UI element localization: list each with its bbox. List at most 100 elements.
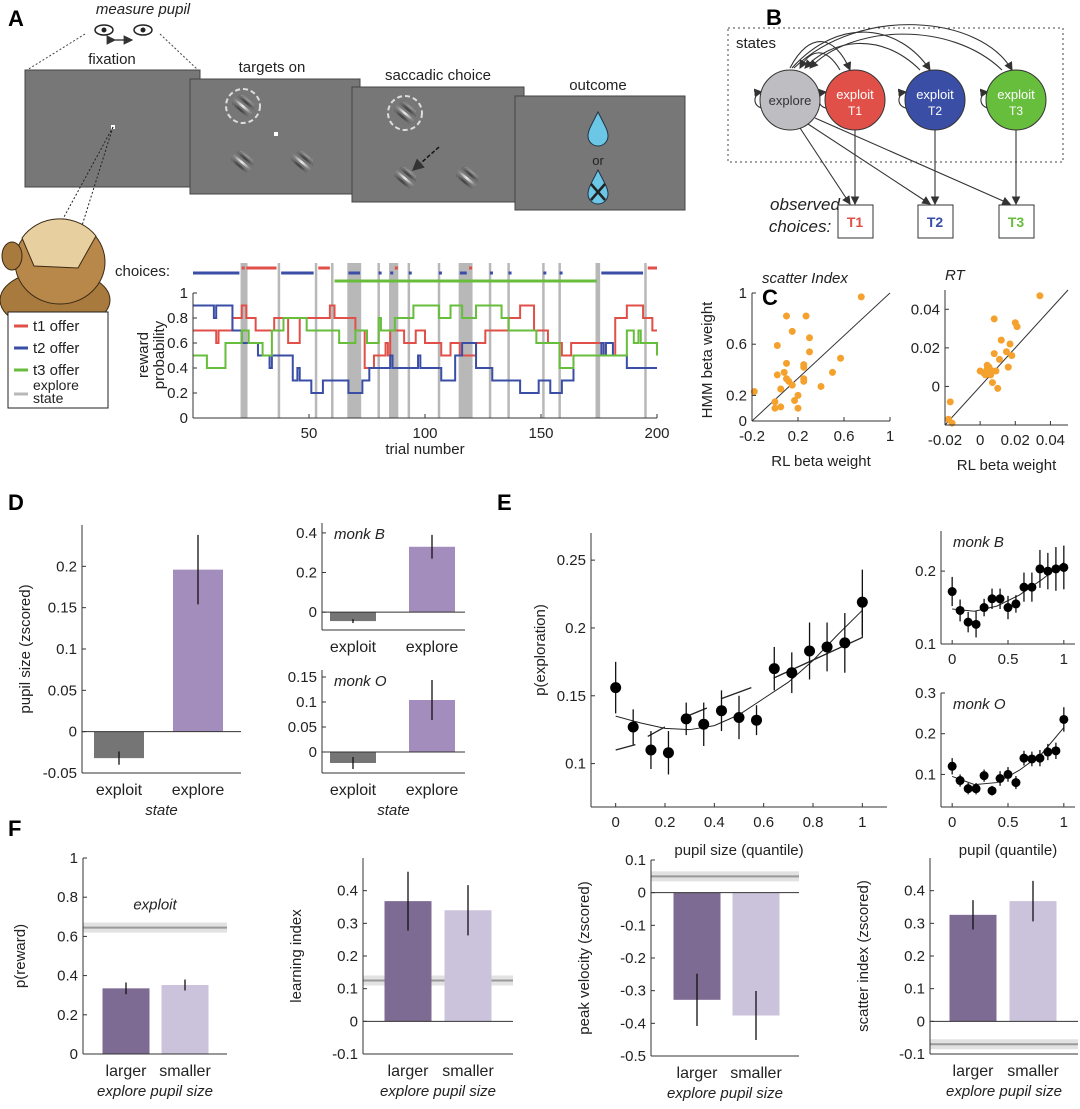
panel-label-d: D [8, 490, 24, 515]
category-label: explore [172, 782, 225, 799]
y-tick-label: 0 [309, 744, 317, 761]
bar-larger [949, 914, 997, 1022]
data-point [1059, 714, 1069, 724]
choice-mark-t2 [489, 271, 493, 275]
choices-label: choices: [769, 217, 832, 236]
explore-state-band [507, 263, 510, 418]
data-point [1051, 564, 1061, 574]
scatter-point [988, 379, 996, 387]
scatter-point [800, 375, 808, 383]
category-label: larger [677, 1065, 719, 1082]
scatter-point [788, 327, 796, 335]
data-point [804, 645, 816, 657]
explore-state-band [331, 263, 334, 418]
exploration-chart-E_monkO: 0.1 0.2 0.3 0 0.5 1 monk O pupil (quantile) [915, 685, 1075, 859]
data-point [971, 784, 981, 794]
data-point [610, 682, 622, 694]
data-point [768, 663, 780, 675]
data-point [987, 786, 997, 796]
x-tick-label: 0.2 [655, 814, 676, 831]
state-label: exploit [997, 87, 1035, 102]
scatter-point [1008, 352, 1016, 360]
y-tick-label: 0.2 [167, 385, 188, 402]
states-box [727, 27, 1064, 163]
explore-state-band [407, 263, 411, 418]
panel-label-f: F [8, 816, 21, 841]
or-label: or [592, 153, 604, 168]
data-point [1035, 753, 1045, 763]
data-point [1027, 582, 1037, 592]
observed-label: observed [770, 195, 840, 214]
no-juice-icon [587, 168, 609, 205]
scatter-point [992, 367, 1000, 375]
x-tick-label: 50 [301, 425, 318, 442]
y-tick-label: 0.1 [296, 694, 317, 711]
x-tick-label: 1 [1060, 814, 1068, 831]
bar-chart-D_monkO: exploit explore 0 0.05 0.1 0.15 monk O state [288, 669, 465, 819]
scatter-point [1036, 292, 1044, 300]
y-tick-label: 0.1 [915, 766, 936, 783]
scatter-point [773, 341, 781, 349]
y-tick-label: 0.05 [288, 719, 317, 736]
data-point [680, 713, 692, 725]
scatter-point [802, 312, 810, 320]
panel-label-c: C [762, 285, 778, 310]
y-tick-label: 0 [70, 1046, 78, 1063]
data-point [963, 617, 973, 627]
y-tick-label: 0.6 [726, 336, 747, 353]
data-point [947, 587, 957, 597]
category-label: larger [953, 1063, 995, 1080]
scatter-point [791, 397, 799, 405]
choice-mark-t2 [390, 271, 394, 275]
bar-chart-F_velocity: larger smaller -0.5 -0.4 -0.3 -0.2 -0.1 0 0.1 exp… [576, 852, 799, 1102]
x-axis-label: state [145, 802, 178, 819]
data-point [698, 718, 710, 730]
x-tick-label: 0 [976, 432, 984, 449]
y-tick-label: 0.3 [904, 915, 925, 932]
scatter-point [946, 398, 954, 406]
y-tick-label: 0.2 [56, 558, 77, 575]
measure-pupil-label: measure pupil [96, 1, 191, 18]
scatter-point [829, 368, 836, 376]
eye-icon [94, 24, 114, 36]
data-point [1027, 754, 1037, 764]
data-point [1003, 603, 1013, 613]
choice-mark-t2 [508, 271, 512, 275]
data-point [751, 714, 763, 726]
scatter-point [783, 359, 790, 367]
state-exploit-t3 [985, 69, 1047, 131]
choice-mark-t2 [543, 271, 547, 275]
category-label: smaller [442, 1063, 494, 1080]
y-tick-label: 0.15 [48, 600, 77, 617]
explore-state-band [437, 263, 441, 418]
y-axis-label: p(exploration) [532, 604, 549, 696]
chart-title: monk O [953, 696, 1006, 713]
states-label: states [736, 35, 776, 52]
scatter-point [948, 419, 956, 427]
data-point [1035, 564, 1045, 574]
target-highlight [225, 88, 261, 124]
y-tick-label: 1 [180, 285, 188, 302]
outcome-label: outcome [569, 77, 627, 94]
x-axis-label: RL beta weight [957, 457, 1057, 474]
y-axis-label: reward [135, 332, 152, 378]
explore-state-band [595, 263, 601, 418]
screen-targets-on [189, 78, 361, 195]
scatter-point [1004, 363, 1012, 371]
view-line [159, 33, 199, 71]
scatter-point [788, 381, 796, 389]
y-tick-label: 0 [932, 378, 940, 395]
scatter-chart-C_RT: 0 0.02 0.04 -0.02 0 0.02 0.04 RL beta weight RT [911, 267, 1069, 474]
y-tick-label: 0 [180, 410, 188, 427]
y-tick-label: 0.6 [57, 928, 78, 945]
y-tick-label: 0.2 [296, 565, 317, 582]
x-axis-label: explore pupil size [946, 1083, 1062, 1100]
y-tick-label: 0.1 [915, 636, 936, 653]
identity-line [944, 289, 1069, 426]
scatter-point [771, 404, 779, 412]
explore-state-band [277, 263, 281, 418]
state-target-label: T1 [848, 104, 862, 118]
explore-state-band [240, 263, 248, 418]
data-point [947, 761, 957, 771]
